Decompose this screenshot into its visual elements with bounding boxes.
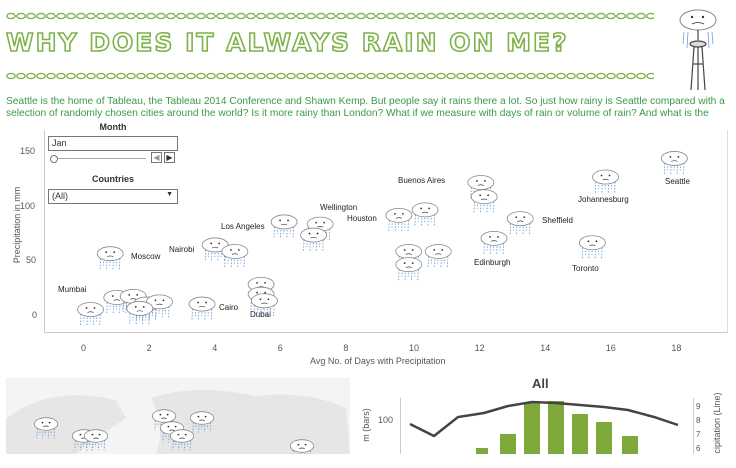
city-label-moscow: Moscow <box>131 252 161 261</box>
countries-dropdown[interactable]: (All) ▼ <box>48 189 178 204</box>
y-tick: 50 <box>26 255 37 265</box>
countries-value: (All) <box>52 191 68 201</box>
rain-cloud-icon-wellington[interactable] <box>411 202 439 226</box>
month-slider[interactable] <box>50 155 148 163</box>
right-axis-tick: 9 <box>696 402 701 411</box>
right-axis-title: cipitation (Line) <box>712 392 722 454</box>
city-label-mumbai: Mumbai <box>58 285 87 294</box>
chart-bar[interactable] <box>622 436 638 454</box>
page-title: WHY DOES IT ALWAYS RAIN ON ME? <box>5 27 569 58</box>
city-label-seattle: Seattle <box>665 177 690 186</box>
chart-bar[interactable] <box>500 434 516 454</box>
chart-bar[interactable] <box>548 401 564 454</box>
month-label: Month <box>99 122 127 132</box>
countries-label: Countries <box>91 174 134 184</box>
rain-cloud-icon-johannesburg[interactable] <box>592 169 619 194</box>
prev-icon: ◀ <box>153 153 160 162</box>
rain-cloud-icon-nairobi[interactable] <box>201 237 229 261</box>
rain-cloud-icon[interactable] <box>470 189 498 213</box>
dropdown-arrow-icon: ▼ <box>166 191 173 198</box>
x-tick: 14 <box>540 343 551 353</box>
chart-bar[interactable] <box>596 422 612 454</box>
rain-cloud-icon[interactable] <box>289 439 315 454</box>
space-needle-icon <box>668 4 728 92</box>
rain-cloud-icon-cairo[interactable] <box>188 296 216 321</box>
next-button[interactable]: ▶ <box>164 152 175 163</box>
x-tick: 18 <box>671 343 682 353</box>
x-tick: 16 <box>605 343 616 353</box>
city-label-los-angeles: Los Angeles <box>221 222 265 231</box>
plot-area <box>44 130 728 333</box>
rain-cloud-icon[interactable] <box>33 417 59 439</box>
header-border-bottom <box>6 72 654 80</box>
left-axis-tick: 100 <box>378 415 394 425</box>
city-label-buenos-aires: Buenos Aires <box>398 176 446 185</box>
city-label-edinburgh: Edinburgh <box>474 258 511 267</box>
city-label-dubai: Dubai <box>250 310 271 319</box>
city-label-wellington: Wellington <box>320 203 358 212</box>
rain-cloud-icon-moscow[interactable] <box>96 246 124 270</box>
x-tick: 0 <box>81 343 87 353</box>
combo-plot-area <box>400 398 694 454</box>
rain-cloud-icon[interactable] <box>126 301 154 325</box>
combo-chart <box>409 400 679 454</box>
rain-cloud-icon[interactable] <box>83 429 109 451</box>
chain-decoration <box>6 12 654 20</box>
scatter-plot <box>77 151 688 326</box>
city-label-cairo: Cairo <box>219 303 239 312</box>
rain-cloud-icon[interactable] <box>300 227 328 252</box>
intro-text: Seattle is the home of Tableau, the Tabl… <box>6 96 725 119</box>
rain-cloud-icon[interactable] <box>169 429 195 451</box>
slider-handle[interactable] <box>50 155 58 163</box>
precipitation-line[interactable] <box>409 400 679 438</box>
prev-button[interactable]: ◀ <box>151 152 162 163</box>
x-axis-title: Avg No. of Days with Precipitation <box>310 356 446 366</box>
rain-cloud-icon-mumbai[interactable] <box>77 302 104 326</box>
rain-cloud-icon[interactable] <box>189 411 215 433</box>
rain-cloud-icon[interactable] <box>146 294 173 318</box>
y-tick: 100 <box>20 201 36 211</box>
x-tick: 12 <box>474 343 485 353</box>
world-map[interactable] <box>6 378 350 454</box>
right-axis-tick: 7 <box>696 430 701 439</box>
rain-cloud-icon[interactable] <box>395 257 423 281</box>
rain-cloud-icon-sheffield[interactable] <box>506 211 534 235</box>
combo-chart-title: All <box>532 376 549 391</box>
map-land <box>6 389 350 454</box>
right-axis-tick: 6 <box>696 444 701 453</box>
chart-bar[interactable] <box>524 403 540 454</box>
y-tick: 150 <box>20 146 36 156</box>
rain-cloud-icon-toronto[interactable] <box>579 235 606 259</box>
x-tick: 10 <box>409 343 420 353</box>
right-axis-tick: 8 <box>696 416 701 425</box>
city-label-toronto: Toronto <box>572 264 599 273</box>
city-label-nairobi: Nairobi <box>169 245 195 254</box>
rain-cloud-icon-houston[interactable] <box>385 207 413 232</box>
rain-cloud-icon-los-angeles[interactable] <box>270 214 298 238</box>
rain-cloud-icon-seattle[interactable] <box>661 151 688 175</box>
chart-bar[interactable] <box>476 448 488 454</box>
header-border-top <box>6 12 654 20</box>
chart-bar[interactable] <box>572 414 588 454</box>
y-tick: 0 <box>32 310 38 320</box>
month-field[interactable]: Jan <box>48 136 178 151</box>
map-markers <box>33 409 315 454</box>
rain-cloud-icon-edinburgh[interactable] <box>480 230 508 255</box>
chain-decoration <box>6 72 654 80</box>
city-label-johannesburg: Johannesburg <box>578 195 629 204</box>
rain-cloud-icon-dubai[interactable] <box>250 293 278 317</box>
next-icon: ▶ <box>166 153 173 162</box>
x-tick: 4 <box>212 343 218 353</box>
city-label-houston: Houston <box>347 214 377 223</box>
x-tick: 8 <box>343 343 349 353</box>
slider-track <box>50 158 146 159</box>
rain-cloud-icon[interactable] <box>424 244 452 268</box>
x-tick: 6 <box>277 343 283 353</box>
city-label-sheffield: Sheffield <box>542 216 573 225</box>
x-tick: 2 <box>146 343 152 353</box>
rain-cloud-icon[interactable] <box>221 244 249 268</box>
